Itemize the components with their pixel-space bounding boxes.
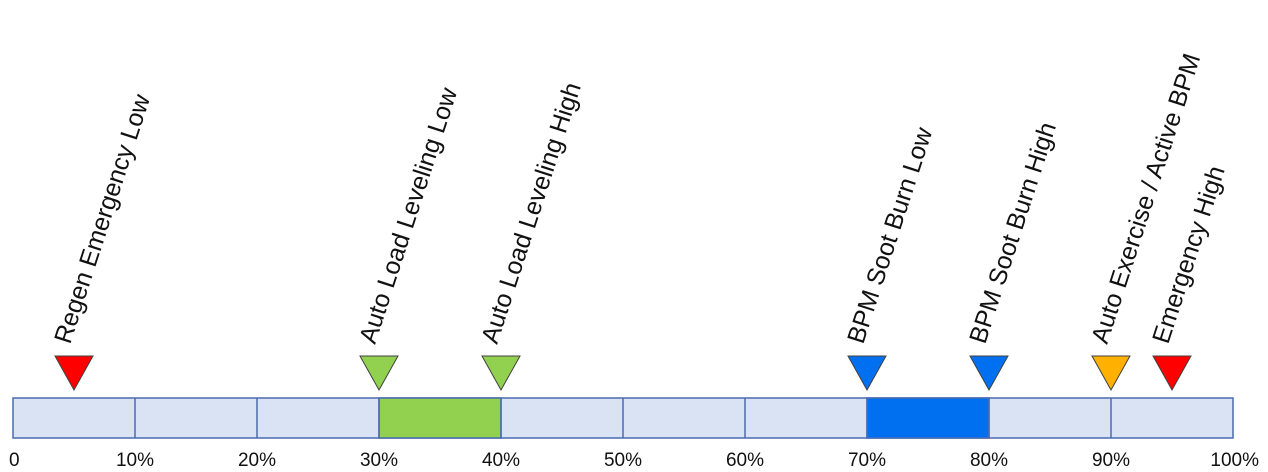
threshold-marker-triangle bbox=[481, 355, 521, 392]
threshold-label: BPM Soot Burn High bbox=[964, 119, 1062, 347]
tick-label: 80% bbox=[970, 450, 1008, 471]
threshold-marker-triangle bbox=[969, 355, 1009, 392]
segment-dividers bbox=[134, 398, 1112, 438]
tick-label: 60% bbox=[726, 450, 764, 471]
tick-label: 90% bbox=[1092, 450, 1130, 471]
tick-label: 0 bbox=[9, 450, 20, 471]
threshold-marker-triangle bbox=[1152, 355, 1192, 392]
threshold-label: Auto Load Leveling High bbox=[476, 79, 587, 347]
threshold-label: Auto Load Leveling Low bbox=[354, 83, 463, 346]
threshold-labels: Regen Emergency Low Auto Load Leveling Lo… bbox=[49, 50, 1231, 347]
tick-label: 70% bbox=[848, 450, 886, 471]
tick-label: 10% bbox=[116, 450, 154, 471]
scale-tick-labels: 0 10% 20% 30% 40% 50% 60% 70% 80% 90% 100% bbox=[9, 450, 1259, 471]
tick-label: 20% bbox=[238, 450, 276, 471]
tick-label: 30% bbox=[360, 450, 398, 471]
tick-label: 40% bbox=[482, 450, 520, 471]
threshold-marker-triangle bbox=[54, 355, 94, 392]
tick-label: 100% bbox=[1210, 450, 1259, 471]
threshold-marker-triangle bbox=[1091, 355, 1131, 392]
threshold-marker-triangle bbox=[847, 355, 887, 392]
highlight-band-1 bbox=[866, 397, 990, 439]
highlight-bands bbox=[378, 397, 990, 439]
threshold-label: Auto Exercise / Active BPM bbox=[1086, 50, 1206, 347]
threshold-marker-triangle bbox=[359, 355, 399, 392]
threshold-markers bbox=[54, 355, 1192, 392]
threshold-label: BPM Soot Burn Low bbox=[842, 123, 938, 347]
threshold-label: Regen Emergency Low bbox=[49, 90, 156, 347]
highlight-band-0 bbox=[378, 397, 502, 439]
tick-label: 50% bbox=[604, 450, 642, 471]
